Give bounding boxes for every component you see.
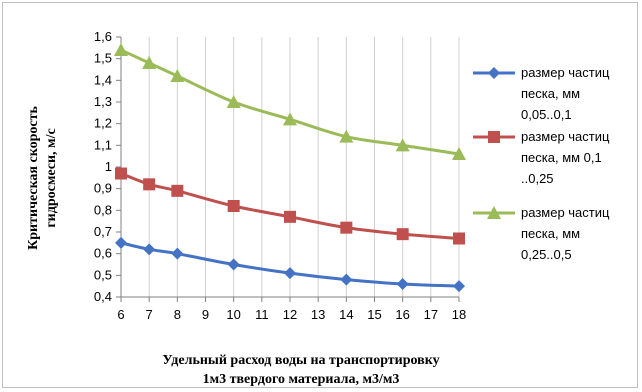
x-tick-label: 17 — [424, 307, 438, 322]
y-tick-label: 0,7 — [94, 224, 112, 239]
axes: 6 7 8 9 10 11 12 13 14 15 16 17 18 0,4 0,5 0,6 0,7 0,8 0,9… — [94, 29, 466, 322]
legend-marker — [487, 206, 501, 219]
chart-container: 6 7 8 9 10 11 12 13 14 15 16 17 18 0,4 0,5 0,6 0,7 0,8 0,9… — [2, 2, 638, 388]
x-tick-label: 10 — [226, 307, 240, 322]
legend-label-line: размер частиц — [521, 205, 610, 220]
x-tick-label: 14 — [339, 307, 353, 322]
legend-label-line: песка, мм 0,1 — [521, 150, 602, 165]
x-tick-label: 8 — [174, 307, 181, 322]
legend-label-line: 0,25..0,5 — [521, 247, 572, 262]
y-tick-label: 1,2 — [94, 116, 112, 131]
legend-item-series-0-05-0-1: размер частиц песка, мм 0,05..0,1 — [473, 65, 610, 122]
series-0-1-0-25-point — [171, 184, 184, 197]
series-0-25-0-5-point — [283, 112, 297, 126]
series-0-1-0-25-point — [284, 210, 296, 223]
series-0-25-0-5-point — [114, 43, 128, 56]
series-0-25-0-5-point — [452, 147, 466, 160]
series-0-25-0-5-point — [142, 56, 157, 69]
x-tick-label: 15 — [367, 307, 381, 322]
y-tick-label: 1,5 — [94, 51, 112, 66]
series-0-1-0-25-point — [396, 228, 409, 241]
series-0-1-0-25-point — [227, 200, 240, 212]
axis-titles: Критическая скорость гидросмеси, м/с Уде… — [26, 106, 440, 387]
line-chart: 6 7 8 9 10 11 12 13 14 15 16 17 18 0,4 0,5 0,6 0,7 0,8 0,9… — [26, 29, 610, 387]
series-0-1-0-25-point — [340, 221, 353, 234]
legend-item-series-0-1-0-25: размер частиц песка, мм 0,1 ..0,25 — [473, 129, 610, 186]
y-tick-label: 1,6 — [94, 29, 112, 44]
series-0-05-0-1-point — [340, 273, 353, 286]
x-tick-label: 16 — [395, 307, 409, 322]
y-tick-label: 0,5 — [94, 267, 112, 282]
series-0-05-0-1-point — [396, 278, 409, 290]
legend-marker — [488, 131, 500, 143]
legend-label-line: песка, мм — [521, 226, 580, 241]
y-tick-label: 0,8 — [94, 202, 112, 217]
series-0-05-0-1-point — [143, 243, 156, 256]
series-0-1-0-25-point — [115, 167, 127, 180]
x-tick-label: 7 — [146, 307, 153, 322]
series-0-1-0-25-point — [143, 178, 156, 191]
series-0-25-0-5-point — [226, 95, 241, 108]
legend-label-line: песка, мм — [521, 86, 580, 101]
x-tick-label: 11 — [255, 307, 269, 322]
y-tick-label: 1,3 — [94, 94, 112, 109]
series-0-05-0-1-group — [115, 236, 465, 293]
legend-label-line: ..0,25 — [521, 171, 554, 186]
x-tick-label: 9 — [202, 307, 209, 322]
series-0-25-0-5-point — [170, 69, 185, 82]
y-axis-title-line-2: гидросмеси, м/с — [44, 128, 59, 227]
y-axis-title-line-1: Критическая скорость — [26, 106, 41, 250]
x-tick-label: 12 — [283, 307, 297, 322]
y-tick-label: 1 — [105, 159, 112, 174]
x-tick-label: 6 — [117, 307, 124, 322]
x-tick-label: 13 — [311, 307, 325, 322]
y-tick-label: 0,9 — [94, 181, 112, 196]
x-axis-title-line-2: 1м3 твердого материала, м3/м3 — [203, 372, 400, 387]
series-0-05-0-1-point — [284, 267, 296, 280]
y-tick-label: 1,1 — [94, 137, 112, 152]
series-0-25-0-5-point — [395, 138, 410, 152]
series-0-05-0-1-point — [115, 236, 127, 249]
y-tick-label: 1,4 — [94, 72, 112, 87]
series-lines — [114, 43, 466, 293]
series-0-05-0-1-point — [227, 258, 240, 271]
legend-item-series-0-25-0-5: размер частиц песка, мм 0,25..0,5 — [473, 205, 610, 262]
grid — [120, 37, 460, 297]
y-tick-label: 0,4 — [94, 289, 112, 304]
series-0-1-0-25-point — [453, 232, 465, 245]
y-tick-label: 0,6 — [94, 246, 112, 261]
series-0-25-0-5-point — [339, 129, 354, 143]
x-tick-label: 18 — [452, 307, 466, 322]
series-0-05-0-1-point — [453, 280, 465, 293]
legend-label-line: размер частиц — [521, 129, 610, 144]
legend-label-line: 0,05..0,1 — [521, 107, 572, 122]
legend-marker — [488, 67, 500, 79]
x-axis-title-line-1: Удельный расход воды на транспортировку — [162, 353, 439, 368]
legend-label-line: размер частиц — [521, 65, 610, 80]
series-0-25-0-5-group — [114, 43, 466, 160]
series-0-1-0-25-group — [115, 167, 465, 245]
series-0-05-0-1-point — [171, 247, 184, 260]
